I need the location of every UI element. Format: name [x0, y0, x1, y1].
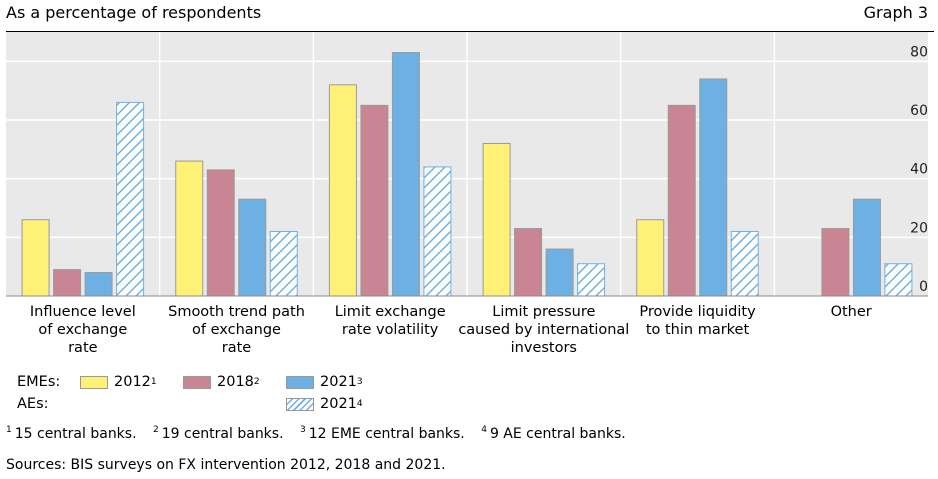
bar-2021-4-cat4 [730, 230, 759, 297]
bar-2021-4-cat5 [884, 263, 913, 297]
legend-item-2021-eme: 2021 3 [286, 374, 363, 390]
category-label: rate [68, 340, 98, 356]
graph-label: Graph 3 [863, 3, 928, 22]
legend-aes-label: AEs: [17, 396, 49, 412]
bar-2012-1-cat4 [636, 219, 665, 297]
bar-2012-1-cat3 [482, 142, 511, 297]
y-tick-label: 80 [910, 44, 928, 60]
category-label: Limit exchange [335, 304, 446, 320]
header-rule [6, 31, 934, 32]
legend-swatch-2018 [183, 375, 211, 389]
category-label: caused by international [458, 322, 629, 338]
bar-2021-4-cat2 [423, 166, 452, 297]
plot-area: 0 20 40 60 80 Influence level of exchange rate S… [6, 32, 928, 356]
footnote-3: 3 12 EME central banks. [300, 425, 465, 442]
category-label: rate volatility [342, 322, 439, 338]
bar-2021-4-cat3 [577, 263, 606, 297]
category-label: Limit pressure [492, 304, 595, 320]
legend-item-2021-ae: 2021 4 [286, 396, 363, 412]
category-label: of exchange [38, 322, 127, 338]
bar-chart: 0 20 40 60 80 Influence level of exchange rate S… [6, 32, 928, 356]
bar-2018-2-cat3 [514, 228, 543, 297]
bar-2012-1-cat1 [175, 160, 204, 297]
bar-2018-2-cat5 [821, 228, 850, 297]
category-label: investors [511, 340, 577, 356]
legend: EMEs: AEs: 2012 1 2018 2 2021 3 2021 4 [0, 374, 938, 418]
bar-2018-2-cat2 [360, 104, 389, 297]
bar-2018-2-cat1 [206, 169, 235, 297]
bar-2021-3-cat2 [391, 52, 420, 297]
y-tick-label: 60 [910, 103, 928, 119]
y-tick-label: 0 [919, 279, 928, 295]
legend-sup-2021-ae: 4 [356, 399, 363, 409]
category-label: Other [831, 304, 872, 320]
chart-subtitle: As a percentage of respondents [6, 3, 262, 22]
category-label: of exchange [192, 322, 281, 338]
legend-item-2018: 2018 2 [183, 374, 260, 390]
legend-item-2012: 2012 1 [80, 374, 157, 390]
legend-emes-label: EMEs: [17, 374, 61, 390]
legend-swatch-2021-ae [286, 397, 314, 411]
y-tick-label: 20 [910, 220, 928, 236]
bar-2021-3-cat0 [84, 272, 113, 297]
legend-swatch-2012 [80, 375, 108, 389]
bar-2021-3-cat3 [545, 248, 574, 297]
legend-label-2021-eme: 2021 [320, 374, 357, 390]
bar-2018-2-cat0 [53, 269, 82, 297]
legend-swatch-2021-eme [286, 375, 314, 389]
legend-sup-2012: 1 [150, 377, 157, 387]
bar-2021-4-cat0 [116, 101, 145, 297]
bar-2021-3-cat5 [852, 198, 881, 297]
bar-2021-4-cat1 [269, 230, 298, 297]
bar-2021-3-cat4 [699, 78, 728, 297]
legend-sup-2021-eme: 3 [356, 377, 363, 387]
sources-note: Sources: BIS surveys on FX intervention … [6, 457, 446, 473]
legend-label-2018: 2018 [217, 374, 254, 390]
category-label: Smooth trend path [168, 304, 305, 320]
category-label: rate [222, 340, 252, 356]
legend-label-2012: 2012 [114, 374, 151, 390]
bar-2021-3-cat1 [238, 198, 267, 297]
category-label: Provide liquidity [639, 304, 756, 320]
legend-sup-2018: 2 [253, 377, 260, 387]
bar-2018-2-cat4 [667, 104, 696, 297]
footnote-1: 1 15 central banks. [6, 425, 137, 442]
bar-2012-1-cat0 [21, 219, 50, 297]
y-tick-label: 40 [910, 162, 928, 178]
bar-2012-1-cat2 [328, 84, 357, 297]
category-label: Influence level [30, 304, 136, 320]
footnote-2: 2 19 central banks. [153, 425, 284, 442]
category-label: to thin market [646, 322, 750, 338]
legend-label-2021-ae: 2021 [320, 396, 357, 412]
